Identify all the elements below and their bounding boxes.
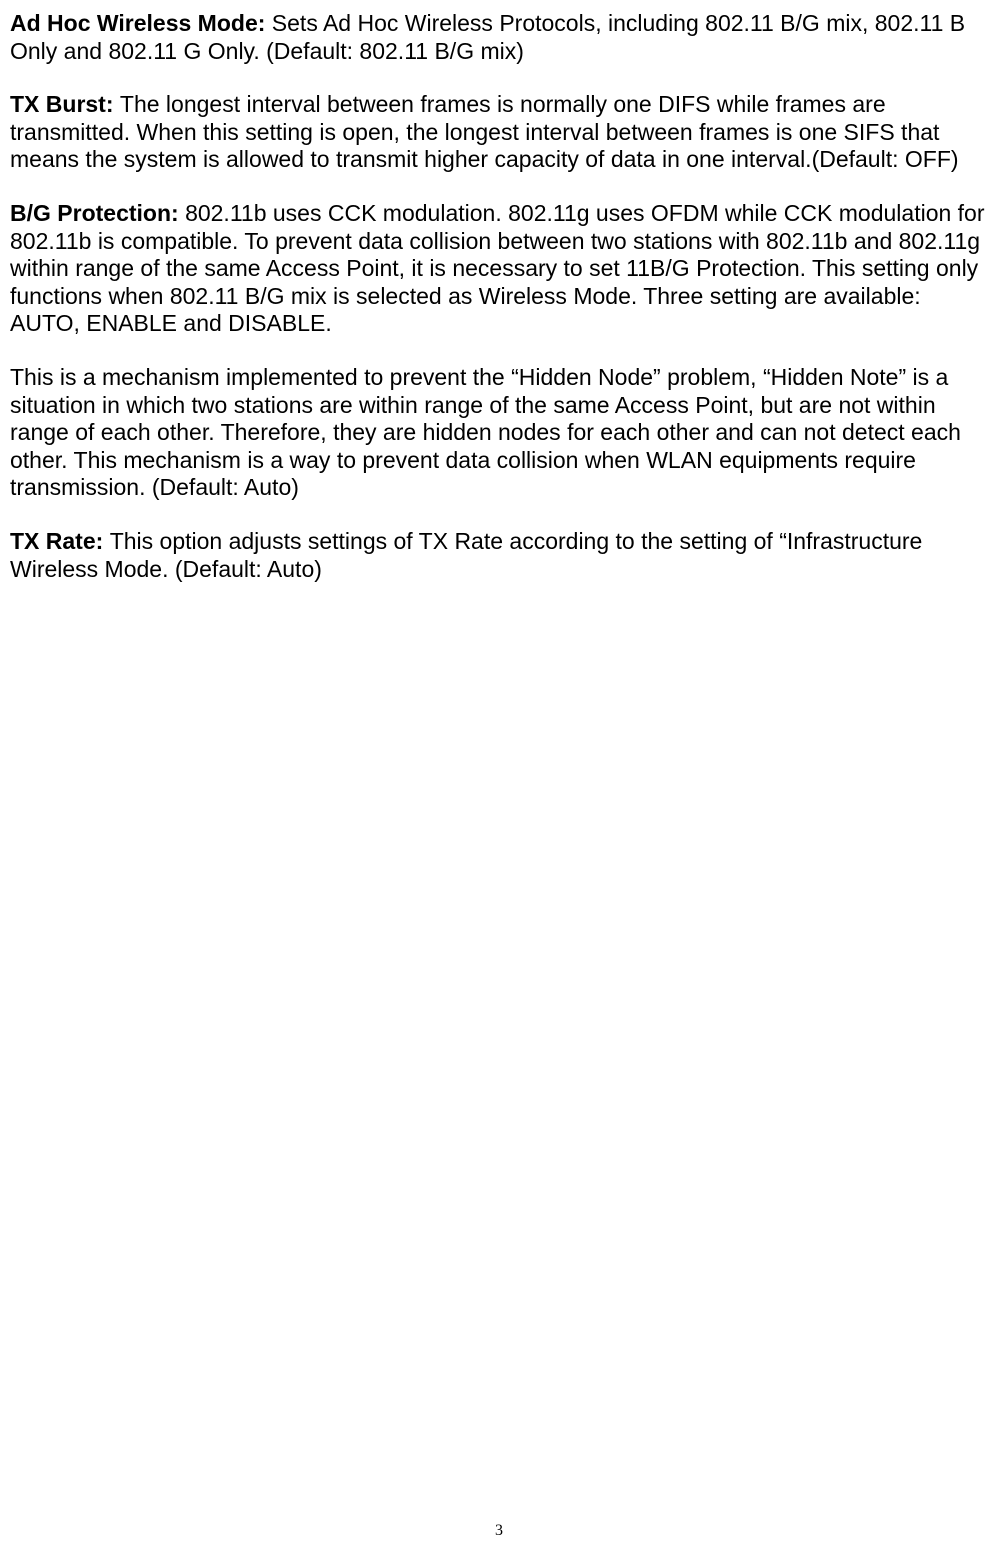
label-bgprotection: B/G Protection: [10,200,185,226]
section-txrate: TX Rate: This option adjusts settings of… [10,528,988,583]
page-number: 3 [0,1522,998,1540]
text-hiddennode: This is a mechanism implemented to preve… [10,364,961,500]
text-txrate: This option adjusts settings of TX Rate … [10,528,922,582]
page-content: Ad Hoc Wireless Mode: Sets Ad Hoc Wirele… [0,0,998,583]
label-txrate: TX Rate: [10,528,110,554]
label-txburst: TX Burst: [10,91,120,117]
section-txburst: TX Burst: The longest interval between f… [10,91,988,174]
text-txburst: The longest interval between frames is n… [10,91,959,172]
section-hiddennode: This is a mechanism implemented to preve… [10,364,988,502]
section-adhoc: Ad Hoc Wireless Mode: Sets Ad Hoc Wirele… [10,10,988,65]
section-bgprotection: B/G Protection: 802.11b uses CCK modulat… [10,200,988,338]
label-adhoc: Ad Hoc Wireless Mode: [10,10,272,36]
